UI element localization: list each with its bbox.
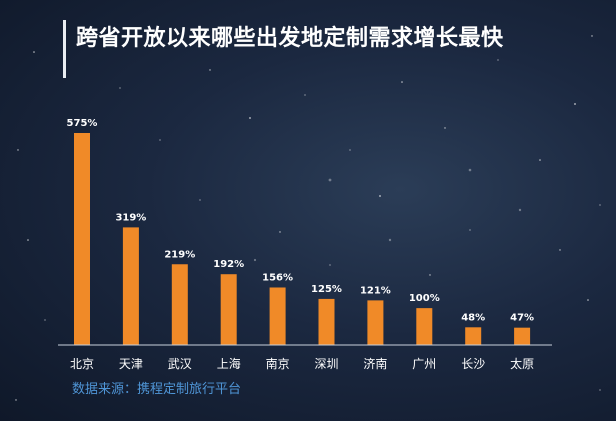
- category-label-广州: 广州: [412, 357, 436, 371]
- value-label-南京: 156%: [262, 272, 293, 283]
- category-label-北京: 北京: [70, 357, 94, 371]
- category-label-太原: 太原: [510, 356, 534, 371]
- bar-长沙: [465, 327, 482, 345]
- data-labels: 575% 319% 219% 192% 156% 125% 121% 100% 48% 47%: [67, 118, 535, 324]
- bar-天津: [122, 227, 139, 345]
- category-label-长沙: 长沙: [461, 357, 485, 371]
- value-label-广州: 100%: [409, 293, 440, 304]
- value-label-长沙: 48%: [461, 312, 485, 323]
- category-label-深圳: 深圳: [314, 357, 338, 371]
- data-source-note: 数据来源：携程定制旅行平台: [72, 382, 242, 397]
- category-label-武汉: 武汉: [168, 357, 192, 371]
- value-label-上海: 192%: [213, 259, 244, 270]
- bar-深圳: [318, 298, 335, 345]
- bar-上海: [220, 274, 237, 345]
- bar-南京: [269, 287, 286, 345]
- value-label-太原: 47%: [510, 313, 534, 324]
- value-label-深圳: 125%: [311, 284, 342, 295]
- category-label-南京: 南京: [266, 356, 290, 371]
- category-label-上海: 上海: [217, 356, 241, 371]
- bar-series: [74, 133, 531, 345]
- value-label-天津: 319%: [115, 212, 146, 223]
- category-label-济南: 济南: [363, 356, 387, 371]
- bar-济南: [367, 300, 384, 345]
- category-labels: 北京 天津 武汉 上海 南京 深圳 济南 广州 长沙 太原: [70, 356, 534, 371]
- value-label-济南: 121%: [360, 285, 391, 296]
- bar-武汉: [171, 264, 188, 345]
- title-accent-bar: [63, 20, 66, 78]
- bar-广州: [416, 308, 433, 345]
- category-label-天津: 天津: [119, 357, 143, 371]
- value-label-北京: 575%: [67, 118, 98, 129]
- chart-title: 跨省开放以来哪些出发地定制需求增长最快: [76, 26, 504, 51]
- bar-北京: [74, 133, 90, 345]
- bar-太原: [514, 327, 531, 345]
- value-label-武汉: 219%: [164, 249, 195, 260]
